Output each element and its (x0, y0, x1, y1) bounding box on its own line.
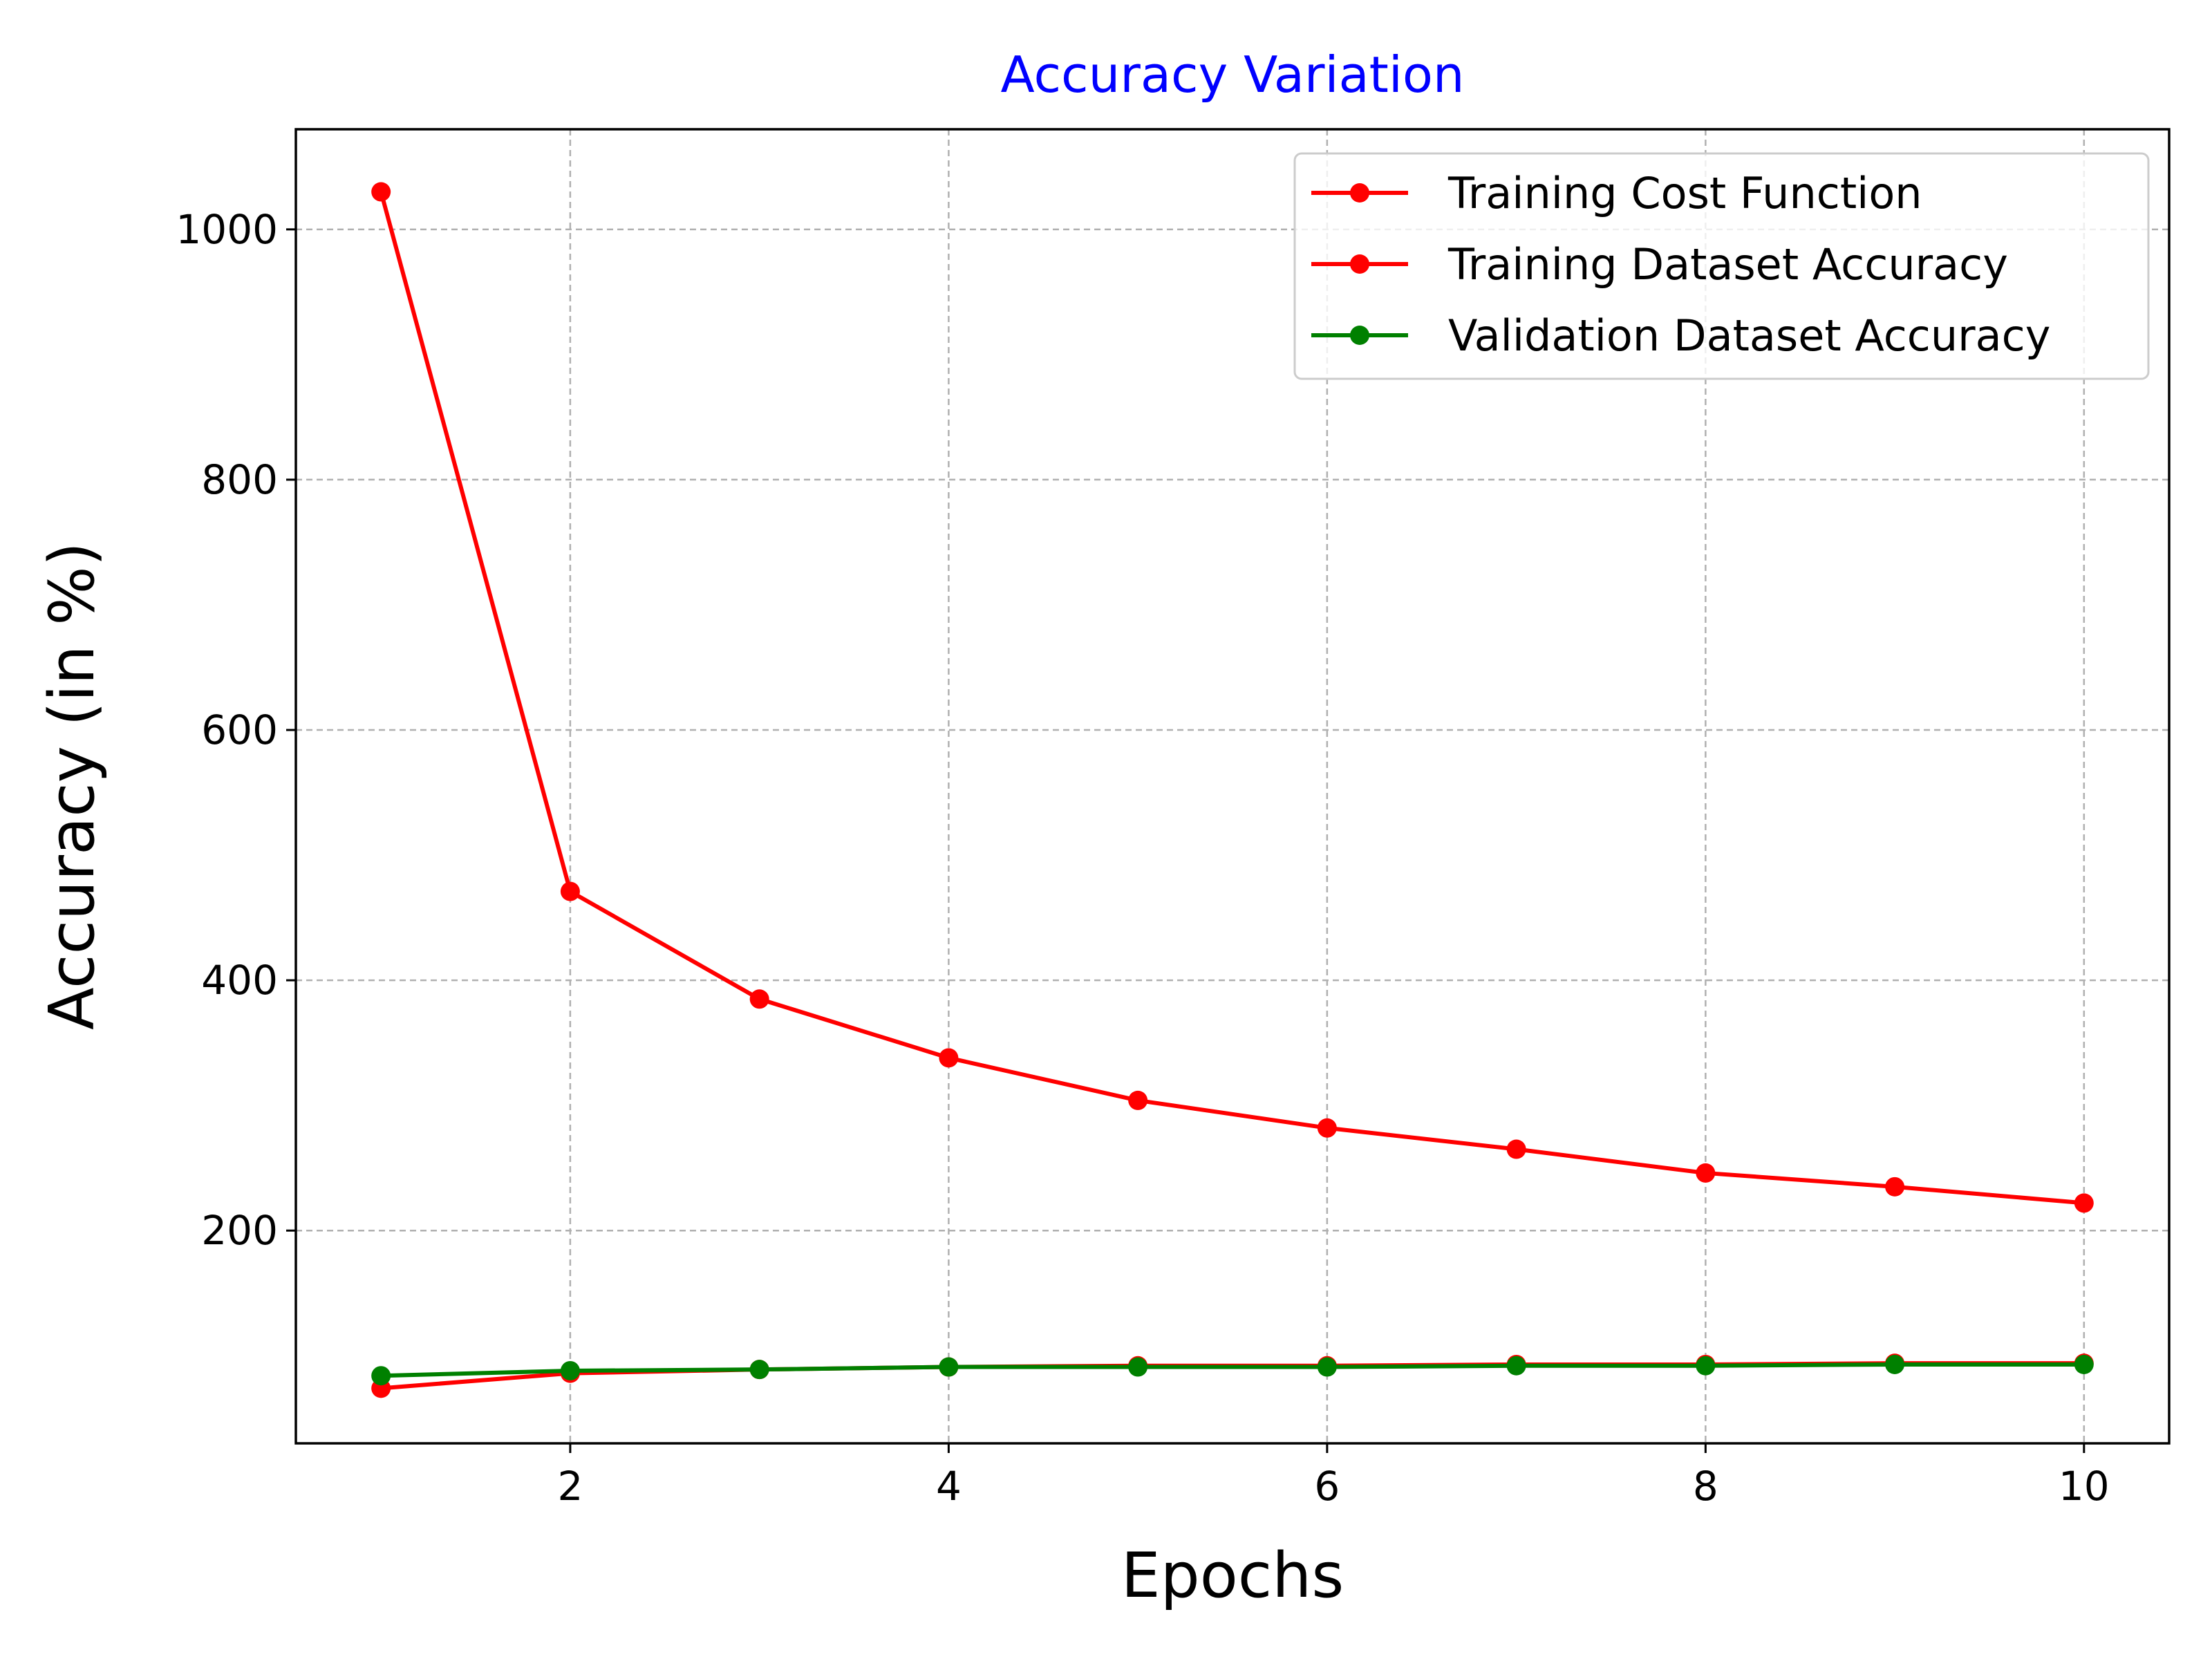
axis-ticks: 2 4 6 8 10 200 400 600 800 1000 (176, 206, 2109, 1510)
chart-title: Accuracy Variation (1000, 46, 1464, 104)
legend: Training Cost Function Training Dataset A… (1293, 152, 2150, 380)
legend-box (1293, 152, 2150, 380)
legend-label: Training Dataset Accuracy (1447, 239, 2008, 290)
data-point (1885, 1354, 1905, 1374)
x-tick-label: 6 (1314, 1463, 1340, 1510)
y-tick-label: 1000 (176, 206, 278, 253)
x-tick-label: 4 (936, 1463, 962, 1510)
data-point (1506, 1139, 1526, 1159)
y-tick-label: 800 (201, 456, 278, 503)
data-point (1317, 1357, 1337, 1377)
legend-marker (1350, 254, 1369, 274)
data-point (560, 881, 580, 901)
x-axis-label: Epochs (1121, 1539, 1344, 1612)
data-point (939, 1048, 959, 1068)
data-point (371, 182, 391, 202)
legend-label: Validation Dataset Accuracy (1448, 310, 2050, 361)
series-3 (371, 1354, 2094, 1386)
plot-series (371, 182, 2094, 1398)
legend-label: Training Cost Function (1447, 168, 1922, 218)
data-point (749, 989, 769, 1009)
x-tick-label: 10 (2059, 1463, 2110, 1510)
data-point (939, 1357, 959, 1377)
data-point (1506, 1356, 1526, 1376)
data-point (749, 1360, 769, 1380)
series-line (381, 1362, 2084, 1378)
data-point (1317, 1118, 1337, 1138)
plot-frame (294, 128, 2171, 1445)
y-tick-label: 200 (201, 1207, 278, 1254)
data-point (1696, 1163, 1716, 1183)
data-point (1128, 1090, 1148, 1110)
data-point (1696, 1356, 1716, 1376)
y-tick-label: 600 (201, 706, 278, 753)
data-point (2074, 1193, 2094, 1213)
legend-marker (1350, 183, 1369, 203)
x-tick-label: 2 (557, 1463, 583, 1510)
data-point (2074, 1354, 2094, 1374)
data-point (560, 1360, 580, 1380)
data-point (1885, 1177, 1905, 1197)
series-line (379, 191, 2085, 1206)
data-point (1128, 1357, 1148, 1377)
y-tick-label: 400 (201, 957, 278, 1004)
series-1 (371, 182, 2094, 1213)
legend-marker (1350, 326, 1369, 345)
data-point (371, 1366, 391, 1386)
y-axis-label: Accuracy (in %) (36, 542, 109, 1030)
x-tick-label: 8 (1693, 1463, 1718, 1510)
